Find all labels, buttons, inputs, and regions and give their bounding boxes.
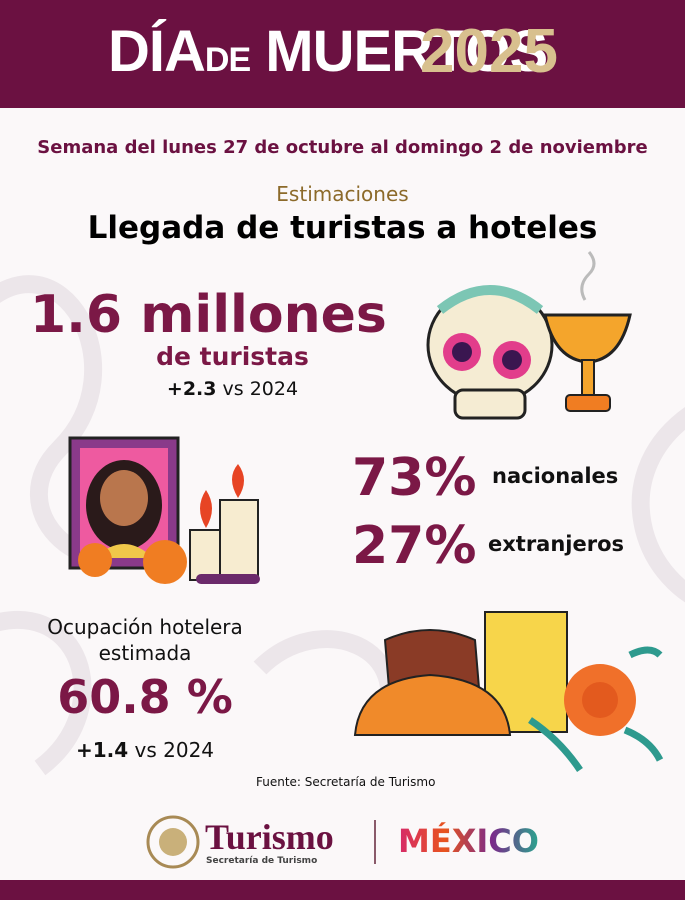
illustration-shape xyxy=(581,359,595,396)
illustration-shape xyxy=(582,682,618,718)
chalice xyxy=(543,251,632,412)
title-word: DÍA xyxy=(108,19,206,84)
illustration-shape xyxy=(189,529,223,581)
illustration-shape xyxy=(196,574,260,584)
illustration-shape xyxy=(580,251,596,301)
skull xyxy=(426,285,554,420)
illustration-shape xyxy=(146,815,200,869)
tourists-unit: de turistas xyxy=(156,342,309,371)
footer: Turismo Secretaría de Turismo MÉXICO xyxy=(0,812,685,872)
illustration-shape xyxy=(502,350,522,370)
swirl xyxy=(631,407,685,603)
illustration-shape xyxy=(219,499,259,579)
header-year: 2025 xyxy=(420,17,558,86)
illustration-shape xyxy=(436,285,544,314)
divider xyxy=(374,820,376,864)
change-value: +1.4 xyxy=(75,738,129,762)
coat-of-arms xyxy=(146,815,200,869)
illustration-shape xyxy=(528,646,664,772)
source: Fuente: Secretaría de Turismo xyxy=(256,775,436,789)
illustration-shape xyxy=(232,464,244,498)
portrait xyxy=(68,436,187,584)
illustration-shape xyxy=(159,828,187,856)
section-title: Llegada de turistas a hoteles xyxy=(87,210,598,246)
title-word: DE xyxy=(204,41,251,79)
candles xyxy=(189,464,260,584)
split-label: nacionales xyxy=(492,464,619,488)
change-note: vs 2024 xyxy=(222,378,299,400)
illustration-shape xyxy=(200,490,212,528)
illustration-shape xyxy=(543,313,632,364)
footer-brand: Turismo xyxy=(205,817,334,857)
tourists-value: 1.6 millones xyxy=(30,285,387,345)
occupancy-value: 60.8 % xyxy=(57,670,233,724)
tourists-change: +2.3 vs 2024 xyxy=(30,378,375,400)
occupancy-label: Ocupación hotelera estimada xyxy=(47,615,243,665)
footer-agency: Secretaría de Turismo xyxy=(206,856,318,866)
swirl xyxy=(0,611,92,776)
split-label: extranjeros xyxy=(488,532,625,556)
illustration-shape xyxy=(78,543,112,577)
illustration-shape xyxy=(565,394,611,412)
footer-band xyxy=(0,880,685,900)
illustrations xyxy=(68,251,664,772)
split-value: 73% xyxy=(352,448,477,508)
header-title: DÍADE MUERTOS xyxy=(108,18,548,85)
subtitle: Semana del lunes 27 de octubre al doming… xyxy=(37,137,648,158)
illustration-shape xyxy=(452,342,472,362)
footer-country: MÉXICO xyxy=(398,822,539,860)
illustration-shape xyxy=(100,470,148,526)
illustration-shape xyxy=(353,673,512,736)
title-word: MUERTOS xyxy=(265,19,548,84)
split-value: 27% xyxy=(352,516,477,576)
illustration-shape xyxy=(143,540,187,584)
occupancy-change: +1.4 vs 2024 xyxy=(30,738,260,762)
header-band: DÍADE MUERTOS 2025 xyxy=(0,0,685,108)
change-note: vs 2024 xyxy=(134,738,215,762)
pan-de-muerto-set xyxy=(353,611,664,772)
illustration-shape xyxy=(453,388,527,420)
section-kicker: Estimaciones xyxy=(276,182,409,206)
change-value: +2.3 xyxy=(166,378,217,400)
